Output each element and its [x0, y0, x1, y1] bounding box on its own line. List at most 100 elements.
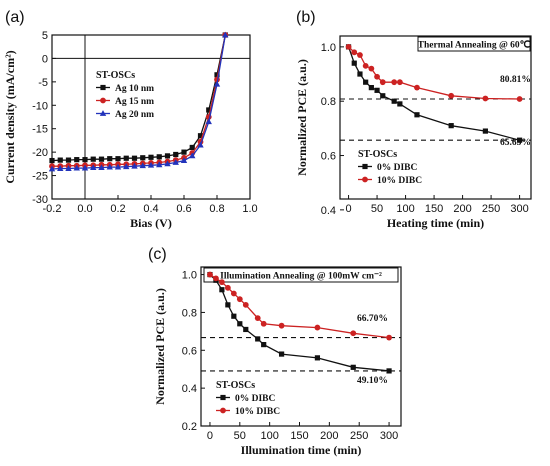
x-tick-label: 250 — [350, 430, 368, 442]
x-tick-label: 300 — [510, 203, 528, 215]
data-point — [57, 165, 64, 171]
data-point — [260, 320, 267, 327]
x-tick-label: 150 — [425, 203, 443, 215]
data-point — [379, 79, 386, 86]
data-point — [74, 157, 80, 163]
legend-entry: 10% DIBC — [377, 176, 422, 186]
panel-label-a: (a) — [5, 9, 25, 26]
x-tick-label: 250 — [482, 203, 500, 215]
x-tick-label: 0 — [345, 203, 351, 215]
data-point — [230, 290, 237, 297]
data-point — [414, 112, 420, 118]
y-tick-label: 0.2 — [182, 421, 197, 433]
data-point — [156, 161, 163, 168]
legend-marker — [100, 97, 106, 104]
y-tick-label: 1.0 — [182, 270, 197, 282]
series-0-dibc — [345, 44, 523, 143]
data-point — [147, 161, 155, 168]
data-point — [278, 322, 285, 329]
y-axis-title: Normalized PCE (a.u.) — [295, 59, 309, 176]
data-point — [482, 128, 488, 134]
data-point — [197, 141, 204, 148]
data-point — [164, 153, 171, 159]
y-tick-label: 0.8 — [182, 307, 197, 319]
data-point — [57, 157, 63, 163]
condition-box — [203, 267, 399, 283]
x-tick-label: 200 — [453, 203, 471, 215]
y-tick-label: -30 — [32, 194, 48, 206]
data-point — [351, 60, 357, 66]
legend-marker — [100, 84, 106, 91]
y-tick-label: 0.8 — [321, 96, 336, 108]
data-point — [189, 152, 196, 159]
y-axis-title: Current density (mA/cm²) — [3, 50, 17, 183]
data-point — [98, 156, 105, 162]
chart-panel-b: (b) 0 50 100 150 200 250 300 0.4 0.6 0.8 1.0 Heating… — [295, 9, 532, 230]
data-point — [164, 160, 171, 167]
data-point — [115, 156, 121, 162]
series-10-dibc — [345, 43, 523, 102]
data-point — [225, 302, 231, 308]
y-tick-label: -25 — [32, 171, 48, 183]
data-point — [242, 301, 249, 308]
legend-marker — [220, 394, 226, 401]
data-point — [82, 157, 88, 163]
data-point — [414, 84, 420, 91]
series-10-dibc — [207, 271, 392, 341]
legend-entry: 0% DIBC — [377, 163, 418, 173]
data-point — [148, 154, 154, 160]
data-point — [363, 79, 369, 85]
series-ag-20-nm — [48, 31, 229, 172]
data-point — [254, 315, 261, 322]
data-point — [123, 155, 129, 161]
data-point — [172, 159, 179, 165]
legend-entry: Ag 15 nm — [115, 97, 154, 107]
data-point — [368, 65, 375, 72]
series-line — [51, 34, 226, 162]
data-point — [261, 342, 267, 348]
series-line — [347, 46, 520, 141]
data-point — [213, 80, 221, 87]
data-point — [357, 71, 363, 77]
data-point — [219, 287, 225, 293]
legend-entry: 0% DIBC — [235, 394, 276, 404]
x-tick-label: 0.4 — [143, 203, 158, 215]
data-point — [90, 164, 97, 171]
data-point — [345, 43, 352, 50]
y-tick-label: -10 — [32, 100, 48, 112]
legend-marker — [362, 176, 368, 183]
x-tick-label: 1.0 — [242, 203, 257, 215]
data-point — [350, 364, 356, 370]
data-point — [243, 326, 249, 333]
y-tick-label: 0.6 — [321, 151, 336, 163]
y-tick-label: 0 — [42, 53, 48, 65]
data-point — [197, 133, 204, 139]
data-point — [397, 101, 403, 107]
annotation-label: 66.70% — [357, 314, 388, 324]
x-axis-title: Heating time (min) — [387, 216, 484, 230]
data-point — [123, 163, 130, 170]
data-point — [49, 157, 55, 164]
data-point — [391, 79, 398, 86]
data-point — [81, 164, 89, 171]
data-point — [107, 156, 113, 162]
annotation-label: 49.10% — [357, 376, 388, 386]
legend-entry: 10% DIBC — [235, 407, 280, 417]
legend-marker — [99, 110, 107, 116]
data-point — [73, 164, 80, 171]
data-point — [374, 73, 380, 80]
data-point — [255, 336, 261, 342]
data-point — [114, 163, 122, 170]
data-point — [362, 62, 369, 69]
data-point — [189, 144, 195, 151]
x-axis-title: Illumination time (min) — [241, 443, 362, 457]
data-point — [516, 137, 523, 143]
chart-panel-c: (c) 0 50 100 150 200 250 300 0.2 0.4 0.6 0.8 1.0 Illu… — [148, 246, 402, 457]
axes-frame — [200, 266, 402, 427]
annotation-label: 80.81% — [500, 75, 531, 85]
condition-label: Illumination Annealing @ 100mW cm⁻² — [220, 272, 382, 282]
x-tick-label: 50 — [371, 203, 383, 215]
data-point — [237, 321, 243, 327]
y-tick-label: 1.0 — [321, 42, 336, 54]
x-tick-label: 100 — [260, 430, 278, 442]
